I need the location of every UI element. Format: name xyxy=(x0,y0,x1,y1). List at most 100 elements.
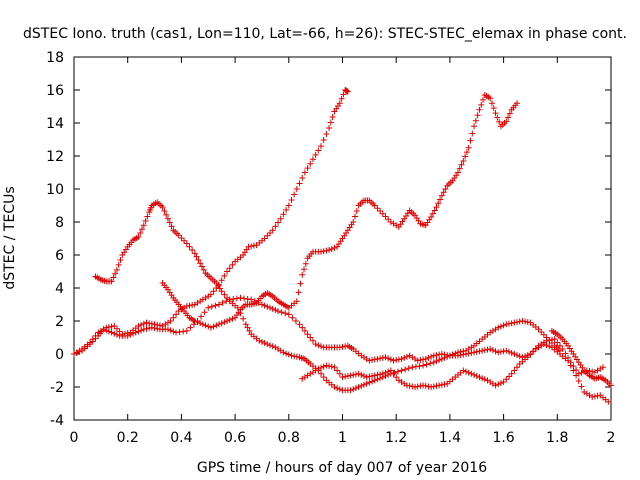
data-point xyxy=(527,351,534,358)
data-point xyxy=(387,356,394,363)
data-point xyxy=(218,320,225,327)
data-point xyxy=(304,331,311,338)
data-point xyxy=(469,130,476,137)
data-point xyxy=(221,319,228,326)
data-point xyxy=(143,319,150,326)
data-point xyxy=(543,334,550,341)
data-point xyxy=(116,328,123,335)
data-point xyxy=(440,189,447,196)
data-point xyxy=(283,206,290,213)
data-point xyxy=(180,328,187,335)
data-point xyxy=(441,354,448,361)
data-point xyxy=(318,143,325,150)
data-point xyxy=(241,295,248,302)
data-point xyxy=(360,373,367,379)
data-point xyxy=(355,384,362,390)
y-tick-label: 16 xyxy=(46,83,64,99)
data-point xyxy=(395,356,402,363)
data-point xyxy=(275,308,282,315)
data-point xyxy=(336,100,343,107)
x-axis: 0 0.2 0.4 0.6 0.8 1 1.2 1.4 1.6 1.8 2 xyxy=(70,57,616,446)
data-point xyxy=(433,382,440,389)
data-point xyxy=(244,296,251,302)
data-point xyxy=(291,353,298,360)
data-point xyxy=(416,363,423,370)
data-point xyxy=(429,210,436,217)
data-point xyxy=(363,374,370,381)
data-point xyxy=(511,351,518,357)
data-point xyxy=(166,219,173,226)
data-point xyxy=(379,370,386,377)
data-point xyxy=(605,398,612,405)
data-point xyxy=(352,371,359,378)
data-point xyxy=(505,348,512,355)
data-point xyxy=(338,95,345,102)
data-point xyxy=(142,217,149,224)
data-point xyxy=(198,313,205,320)
data-point xyxy=(246,327,253,334)
data-point xyxy=(516,318,523,325)
y-axis-label: dSTEC / TECUs xyxy=(2,186,18,289)
data-point xyxy=(137,230,144,236)
data-point xyxy=(301,169,308,176)
data-point xyxy=(363,380,370,387)
data-point xyxy=(366,373,373,380)
data-point xyxy=(135,233,142,240)
data-point xyxy=(479,375,486,382)
data-point xyxy=(296,180,303,187)
data-point xyxy=(307,160,314,167)
x-tick-label: 0 xyxy=(70,430,79,446)
data-point xyxy=(573,366,580,373)
y-tick-label: 12 xyxy=(46,149,64,165)
data-point xyxy=(402,366,409,373)
data-point xyxy=(360,381,367,388)
data-point xyxy=(511,319,518,326)
data-point xyxy=(535,326,542,333)
data-point xyxy=(438,381,445,388)
data-point xyxy=(218,277,225,284)
data-point xyxy=(524,319,531,326)
data-point xyxy=(414,383,421,390)
data-point xyxy=(473,348,480,355)
data-point xyxy=(441,381,448,388)
data-point xyxy=(267,304,274,311)
data-point xyxy=(476,374,483,381)
data-point xyxy=(326,247,333,254)
data-point xyxy=(264,303,271,310)
data-point xyxy=(280,211,287,218)
data-point xyxy=(219,299,226,306)
data-point xyxy=(573,372,580,379)
data-point xyxy=(352,213,359,220)
data-point xyxy=(195,256,202,263)
data-point xyxy=(371,372,378,379)
data-point xyxy=(428,353,435,360)
data-point xyxy=(514,319,521,326)
data-point xyxy=(503,321,510,328)
data-point xyxy=(420,382,427,389)
data-point xyxy=(350,371,357,378)
data-point xyxy=(103,324,110,331)
x-tick-label: 2 xyxy=(607,430,616,446)
data-point xyxy=(159,204,166,211)
data-point xyxy=(105,324,112,331)
data-point xyxy=(224,318,231,324)
data-point xyxy=(594,392,601,399)
data-point xyxy=(198,263,205,270)
data-point xyxy=(471,371,478,378)
data-point xyxy=(449,351,456,358)
y-tick-label: 10 xyxy=(46,182,64,198)
data-point xyxy=(202,322,209,329)
data-point xyxy=(352,385,359,392)
data-point xyxy=(248,243,255,250)
y-tick-label: -2 xyxy=(50,380,64,396)
data-point xyxy=(344,88,351,95)
data-point xyxy=(500,322,507,329)
x-tick-label: 1 xyxy=(338,430,347,446)
data-point xyxy=(302,260,309,267)
data-point xyxy=(331,384,338,390)
data-point xyxy=(446,352,453,359)
data-point xyxy=(422,355,429,362)
data-point xyxy=(237,294,244,301)
data-point xyxy=(277,215,284,222)
data-point xyxy=(151,321,158,328)
